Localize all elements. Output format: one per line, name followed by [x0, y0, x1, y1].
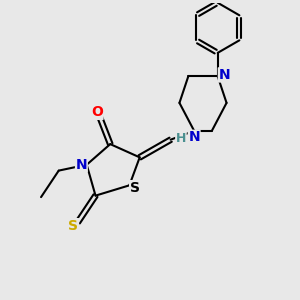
- Text: N: N: [76, 158, 87, 172]
- Text: H: H: [176, 132, 186, 145]
- Text: S: S: [68, 219, 78, 233]
- Text: O: O: [91, 105, 103, 119]
- Text: S: S: [130, 181, 140, 195]
- Text: N: N: [218, 68, 230, 82]
- Text: N: N: [188, 130, 200, 144]
